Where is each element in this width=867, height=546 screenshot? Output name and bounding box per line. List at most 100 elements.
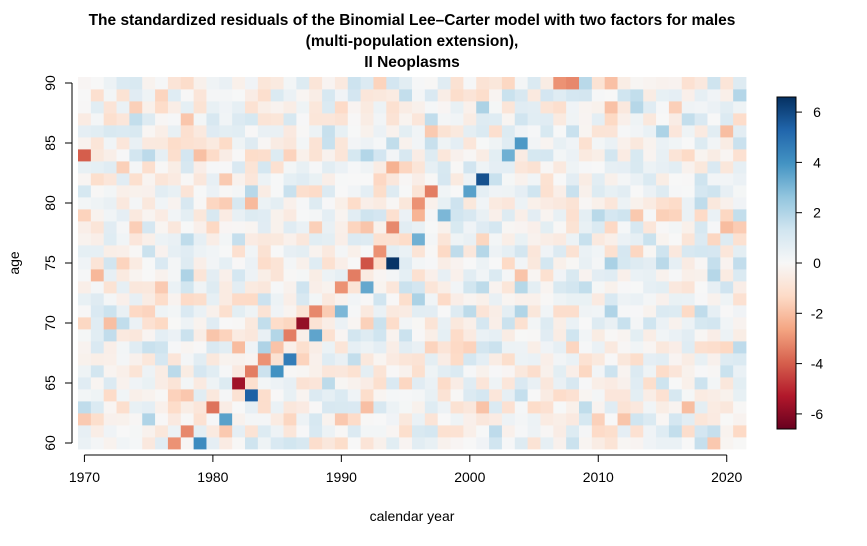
heatmap-cell bbox=[579, 329, 593, 342]
heatmap-cell bbox=[450, 101, 464, 114]
heatmap-cell bbox=[424, 281, 439, 294]
heatmap-cell bbox=[540, 149, 554, 162]
heatmap-cell bbox=[283, 77, 297, 90]
heatmap-cell bbox=[424, 257, 439, 270]
heatmap-cell bbox=[167, 101, 182, 114]
heatmap-cell bbox=[116, 221, 130, 234]
heatmap-cell bbox=[257, 341, 272, 354]
heatmap-cell bbox=[90, 149, 105, 162]
heatmap-cell bbox=[579, 293, 593, 306]
heatmap-cell bbox=[579, 209, 593, 222]
heatmap-cell bbox=[334, 365, 349, 378]
heatmap-cell bbox=[720, 269, 734, 282]
heatmap-cell bbox=[489, 341, 503, 354]
heatmap-cell bbox=[219, 329, 233, 342]
heatmap-cell bbox=[78, 377, 92, 390]
heatmap-cell bbox=[129, 341, 143, 354]
heatmap-cell bbox=[643, 149, 657, 162]
heatmap-cell bbox=[142, 173, 156, 186]
heatmap-cell bbox=[527, 353, 541, 366]
heatmap-cell bbox=[514, 149, 529, 162]
heatmap-cell bbox=[373, 209, 387, 222]
heatmap-cell bbox=[334, 197, 349, 210]
heatmap-cell bbox=[489, 173, 503, 186]
heatmap-cell bbox=[566, 233, 580, 246]
heatmap-cell bbox=[643, 125, 657, 138]
heatmap-cell bbox=[155, 437, 169, 450]
heatmap-cell bbox=[450, 329, 464, 342]
heatmap-cell bbox=[527, 401, 541, 414]
heatmap-cell bbox=[270, 305, 284, 318]
heatmap-cell bbox=[167, 185, 182, 198]
heatmap-cell bbox=[450, 425, 464, 438]
heatmap-cell bbox=[412, 185, 426, 198]
heatmap-cell bbox=[116, 425, 130, 438]
heatmap-cell bbox=[129, 389, 143, 402]
heatmap-cell bbox=[463, 149, 477, 162]
heatmap-cell bbox=[694, 137, 708, 150]
heatmap-cell bbox=[476, 413, 490, 426]
heatmap-cell bbox=[720, 125, 734, 138]
heatmap-cell bbox=[450, 305, 464, 318]
heatmap-cell bbox=[296, 269, 310, 282]
heatmap-cell bbox=[206, 209, 220, 222]
heatmap-cell bbox=[347, 221, 362, 234]
heatmap-cell bbox=[489, 113, 503, 126]
heatmap-cell bbox=[720, 437, 734, 450]
heatmap-cell bbox=[424, 365, 439, 378]
heatmap-cell bbox=[668, 329, 683, 342]
heatmap-cell bbox=[116, 197, 130, 210]
heatmap-cell bbox=[668, 437, 683, 450]
heatmap-cell bbox=[283, 149, 297, 162]
heatmap-cell bbox=[412, 197, 426, 210]
heatmap-cell bbox=[270, 173, 284, 186]
heatmap-cell bbox=[219, 365, 233, 378]
heatmap-cell bbox=[360, 173, 374, 186]
heatmap-cell bbox=[360, 209, 374, 222]
heatmap-cell bbox=[193, 221, 207, 234]
heatmap-cell bbox=[322, 233, 336, 246]
heatmap-cell bbox=[501, 293, 516, 306]
heatmap-cell bbox=[501, 437, 516, 450]
heatmap-cell bbox=[90, 413, 105, 426]
heatmap-cell bbox=[501, 401, 516, 414]
heatmap-cell bbox=[720, 281, 734, 294]
heatmap-cell bbox=[206, 89, 220, 102]
x-tick-label: 1970 bbox=[69, 469, 100, 485]
heatmap-cell bbox=[360, 161, 374, 174]
heatmap-cell bbox=[373, 401, 387, 414]
heatmap-cell bbox=[206, 413, 220, 426]
heatmap-cell bbox=[334, 269, 349, 282]
heatmap-cell bbox=[296, 209, 310, 222]
heatmap-cell bbox=[527, 341, 541, 354]
heatmap-cell bbox=[579, 101, 593, 114]
heatmap-cell bbox=[424, 269, 439, 282]
chart-title-line-3: II Neoplasms bbox=[364, 54, 460, 71]
heatmap-cell bbox=[566, 77, 580, 90]
heatmap-cell bbox=[78, 437, 92, 450]
heatmap-cell bbox=[604, 149, 618, 162]
heatmap-cell bbox=[501, 173, 516, 186]
heatmap-cell bbox=[193, 257, 207, 270]
heatmap-cell bbox=[604, 173, 618, 186]
heatmap-cell bbox=[322, 173, 336, 186]
heatmap-cell bbox=[681, 245, 696, 258]
heatmap-cell bbox=[360, 377, 374, 390]
heatmap-cell bbox=[219, 125, 233, 138]
heatmap-cell bbox=[656, 317, 670, 330]
heatmap-cell bbox=[489, 317, 503, 330]
heatmap-cell bbox=[450, 377, 464, 390]
heatmap-cell bbox=[399, 125, 413, 138]
heatmap-cell bbox=[591, 101, 606, 114]
heatmap-cell bbox=[155, 269, 169, 282]
heatmap-cell bbox=[604, 113, 618, 126]
heatmap-cell bbox=[450, 269, 464, 282]
heatmap-cell bbox=[591, 137, 606, 150]
heatmap-cell bbox=[437, 101, 451, 114]
heatmap-cell bbox=[103, 209, 117, 222]
heatmap-cell bbox=[463, 305, 477, 318]
heatmap-cell bbox=[681, 389, 696, 402]
heatmap-cell bbox=[283, 173, 297, 186]
heatmap-cell bbox=[309, 413, 323, 426]
heatmap-cell bbox=[129, 401, 143, 414]
